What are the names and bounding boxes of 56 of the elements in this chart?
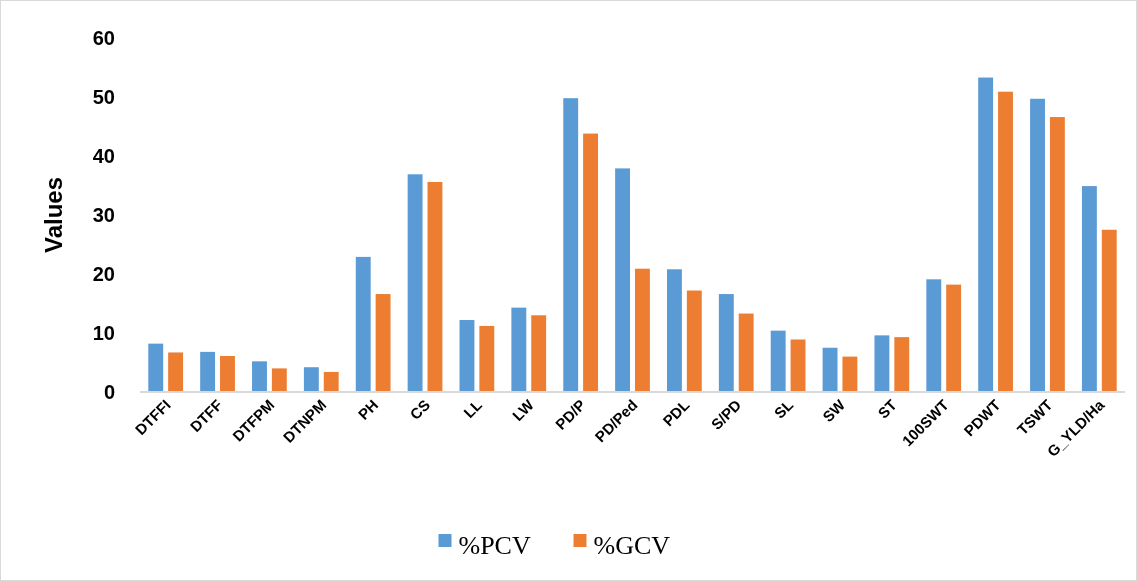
bar bbox=[946, 284, 962, 392]
bar bbox=[634, 268, 650, 392]
bar bbox=[563, 98, 579, 392]
bar bbox=[615, 168, 631, 392]
bar bbox=[355, 256, 371, 392]
legend-label: %PCV bbox=[458, 531, 531, 561]
bar bbox=[375, 294, 391, 392]
bar bbox=[1081, 186, 1097, 392]
bar bbox=[1049, 117, 1065, 392]
x-tick-label: PDL bbox=[659, 396, 693, 430]
bar bbox=[770, 330, 786, 392]
bar bbox=[427, 181, 443, 392]
bar bbox=[168, 352, 184, 392]
x-tick-label: CS bbox=[406, 396, 434, 423]
bar bbox=[148, 343, 164, 392]
bar bbox=[790, 339, 806, 392]
bar bbox=[252, 361, 267, 392]
y-tick-label: 30 bbox=[92, 204, 115, 226]
x-tick-label: SW bbox=[818, 395, 849, 426]
bar bbox=[978, 77, 994, 392]
bar bbox=[998, 91, 1013, 392]
bar bbox=[926, 279, 942, 392]
bar bbox=[303, 367, 319, 392]
bar bbox=[583, 133, 599, 392]
bar bbox=[686, 290, 702, 392]
y-tick-label: 20 bbox=[92, 263, 115, 285]
x-tick-label: LL bbox=[460, 396, 486, 422]
x-tick-label: SL bbox=[770, 396, 797, 422]
bar bbox=[220, 356, 235, 392]
y-tick-label: 10 bbox=[92, 322, 115, 344]
bar bbox=[874, 335, 890, 392]
x-tick-label: LW bbox=[508, 395, 538, 425]
y-tick-label: 0 bbox=[103, 381, 115, 403]
bar bbox=[1030, 98, 1045, 392]
bar bbox=[666, 269, 682, 392]
bar bbox=[822, 347, 838, 392]
bar bbox=[531, 315, 547, 392]
y-axis-title: Values bbox=[40, 176, 67, 254]
bar bbox=[271, 368, 287, 392]
y-tick-label: 50 bbox=[92, 86, 115, 108]
y-tick-label: 40 bbox=[92, 145, 115, 167]
bar bbox=[200, 351, 216, 392]
bar bbox=[1101, 229, 1117, 392]
bar bbox=[894, 337, 910, 392]
y-tick-label: 60 bbox=[92, 27, 115, 49]
bar bbox=[842, 356, 858, 392]
bar bbox=[738, 313, 754, 392]
bar bbox=[718, 294, 734, 392]
bar bbox=[479, 325, 495, 392]
x-tick-label: PH bbox=[354, 396, 382, 423]
bar bbox=[323, 371, 339, 392]
bar bbox=[459, 320, 475, 392]
legend-label: %GCV bbox=[593, 531, 671, 561]
bar bbox=[407, 174, 423, 392]
bar bbox=[511, 307, 527, 392]
x-tick-label: ST bbox=[874, 396, 900, 422]
